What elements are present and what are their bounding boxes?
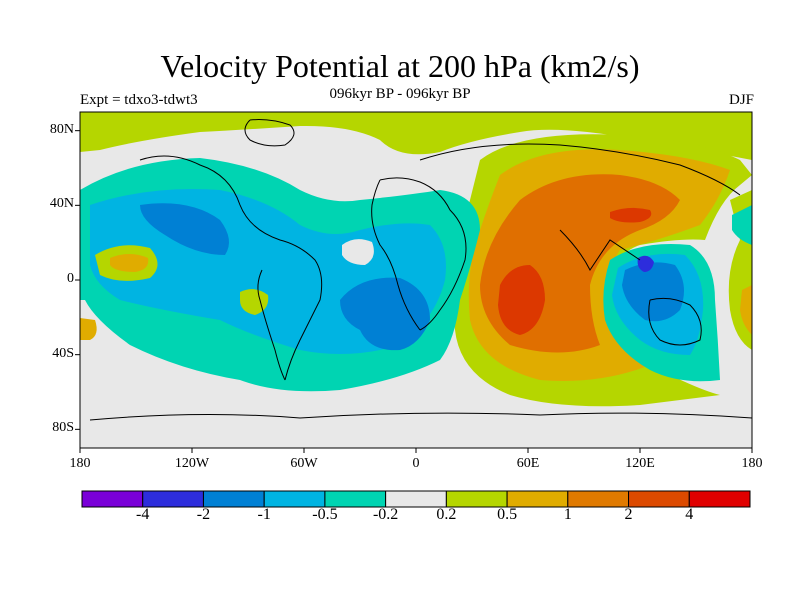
lat-label: 80N xyxy=(49,121,74,137)
colorbar-label: -0.5 xyxy=(312,506,338,523)
atlantic-neutral xyxy=(342,239,374,265)
west-edge-patch xyxy=(80,318,97,340)
colorbar-label: 1 xyxy=(563,506,572,523)
pacific-min xyxy=(140,203,229,255)
lat-label: 80S xyxy=(52,420,74,436)
indian-ocean-max xyxy=(498,265,545,335)
colorbar-label: 0.2 xyxy=(436,506,457,523)
lat-label: 40S xyxy=(52,345,74,361)
colorbar-box xyxy=(688,490,751,508)
atlantic-low xyxy=(340,277,430,351)
colorbar-label: -2 xyxy=(196,506,211,523)
lat-label: 40N xyxy=(49,196,74,212)
east-edge-low xyxy=(732,205,752,245)
lon-label: 60W xyxy=(290,456,318,471)
colorbar-box xyxy=(567,490,630,508)
maritime-continent-deep xyxy=(637,255,654,272)
colorbar-label: 4 xyxy=(685,506,694,523)
colorbar-box xyxy=(263,490,326,508)
colorbar-box xyxy=(81,490,144,508)
colorbar-label: 0.5 xyxy=(497,506,518,523)
brazil-patch xyxy=(240,289,269,315)
lon-label: 120W xyxy=(174,456,210,471)
colorbar-box xyxy=(445,490,508,508)
asia-max xyxy=(610,207,652,223)
axis-ticks xyxy=(75,130,753,453)
coastlines xyxy=(89,119,752,421)
season-label: DJF xyxy=(728,92,754,108)
lon-label: 0 xyxy=(412,456,420,471)
lon-label: 60E xyxy=(516,456,540,471)
lat-label: 0 xyxy=(67,271,74,286)
colorbar-label: 2 xyxy=(624,506,633,523)
lon-label: 120E xyxy=(625,456,655,471)
lon-label: 180 xyxy=(741,456,763,471)
lon-label: 180 xyxy=(69,456,91,471)
colorbar-box xyxy=(628,490,690,508)
east-edge-high xyxy=(740,285,752,335)
plot-subtitle: 096kyr BP - 096kyr BP xyxy=(329,86,471,102)
maritime-continent-min xyxy=(622,262,684,322)
contour-field xyxy=(80,112,752,448)
colorbar-label: -1 xyxy=(257,506,271,523)
plot-title: Velocity Potential at 200 hPa (km2/s) xyxy=(160,48,640,84)
colorbar-box xyxy=(142,490,204,508)
colorbar-label: -4 xyxy=(136,506,150,523)
colorbar-label: -0.2 xyxy=(372,506,399,523)
pacific-high-core xyxy=(110,254,149,272)
colorbar-box xyxy=(202,490,265,508)
colorbar-box xyxy=(324,490,387,508)
colorbar-box xyxy=(506,490,569,508)
colorbar-box xyxy=(385,490,447,508)
south-grey xyxy=(80,385,752,448)
north-pole-band xyxy=(80,112,752,160)
experiment-label: Expt = tdxo3-tdwt3 xyxy=(80,92,198,108)
